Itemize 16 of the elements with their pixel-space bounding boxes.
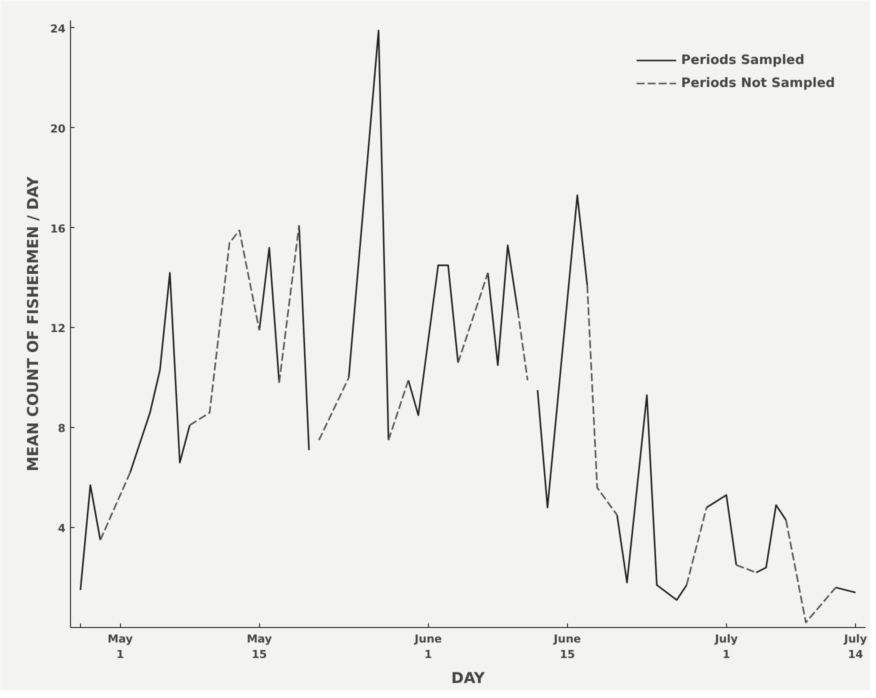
- y-tick-label: 4: [58, 522, 66, 536]
- x-tick-label: May 15: [246, 632, 272, 662]
- y-tick-label: 12: [50, 322, 66, 336]
- x-tick-label: July 14: [843, 632, 868, 662]
- y-tick-label: 16: [50, 222, 66, 236]
- x-axis-title: DAY: [451, 669, 486, 688]
- x-tick-label: May 1: [108, 632, 133, 662]
- y-tick-label: 8: [58, 422, 66, 436]
- x-tick-label: June 1: [414, 632, 442, 662]
- legend-label: Periods Not Sampled: [681, 76, 835, 90]
- x-tick-label: July 1: [714, 632, 738, 662]
- x-tick-label: June 15: [552, 632, 581, 662]
- y-axis-title: MEAN COUNT OF FISHERMEN / DAY: [24, 175, 42, 472]
- y-tick-label: 24: [50, 22, 66, 36]
- legend-label: Periods Sampled: [681, 52, 804, 68]
- y-tick-label: 20: [50, 122, 66, 136]
